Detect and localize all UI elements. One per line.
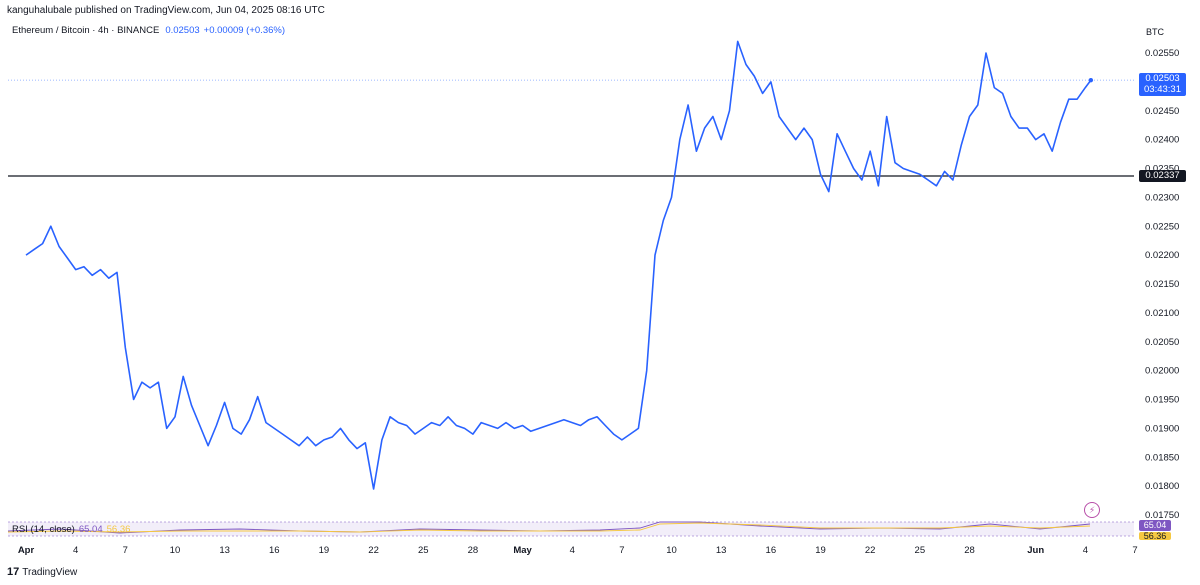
y-tick-label: 0.02050 [1145,337,1179,348]
y-tick-label: 0.02150 [1145,279,1179,290]
y-tick-label: 0.01950 [1145,395,1179,406]
last-price-dot [1088,77,1094,83]
last-price-tag-value: 0.02503 [1145,73,1180,84]
price-series-line [25,40,1092,490]
bar-countdown: 03:43:31 [1144,84,1181,95]
x-tick-label: 25 [418,545,429,556]
x-axis[interactable]: Apr 4 7 10 13 16 19 22 25 28 May 4 7 10 13 16 19 22 25 28 Ju… [18,545,1138,556]
rsi-ma-line [7,522,1091,533]
last-value: 0.02503 [165,25,200,36]
symbol-name[interactable]: Ethereum / Bitcoin · 4h · BINANCE [12,25,160,36]
y-tick-label: 0.02350 [1145,164,1179,175]
x-tick-label: 7 [619,545,624,556]
publisher-line: kanguhalubale published on TradingView.c… [7,5,325,16]
x-tick-label: 22 [865,545,876,556]
x-tick-label: 16 [269,545,280,556]
y-tick-label: 0.02200 [1145,250,1179,261]
x-tick-label: 13 [219,545,230,556]
y-tick-label: 0.02100 [1145,308,1179,319]
rsi-ma-value-tag: 56.36 [1139,532,1171,540]
rsi-line [7,521,1091,534]
x-tick-label: 4 [1083,545,1088,556]
rsi-label[interactable]: RSI (14, close) [12,524,75,535]
x-tick-label: May [513,545,532,556]
y-tick-label: 0.01750 [1145,510,1179,521]
x-tick-label: 25 [915,545,926,556]
tradingview-logo-icon: 17 [7,566,20,578]
y-tick-label: 0.02450 [1145,106,1179,117]
x-tick-label: 19 [815,545,826,556]
price-change: +0.00009 (+0.36%) [203,25,285,36]
x-tick-label: 28 [468,545,479,556]
x-tick-label: 28 [964,545,975,556]
rsi-value: 65.04 [78,524,103,535]
currency-label: BTC [1146,27,1164,37]
x-tick-label: 7 [123,545,128,556]
y-tick-label: 0.02000 [1145,366,1179,377]
rsi-band [8,522,1134,536]
tradingview-brand[interactable]: 17 TradingView [7,566,77,578]
y-tick-label: 0.02550 [1145,48,1179,59]
x-tick-label: 19 [319,545,330,556]
x-tick-label: 10 [666,545,677,556]
y-tick-label: 0.02250 [1145,221,1179,232]
x-tick-label: 4 [73,545,78,556]
x-tick-label: 7 [1132,545,1137,556]
y-tick-label: 0.02300 [1145,192,1179,203]
x-tick-label: Apr [18,545,35,556]
rsi-pane[interactable] [7,521,1134,537]
x-tick-label: 4 [570,545,575,556]
x-tick-label: 10 [170,545,181,556]
rsi-value-tag: 65.04 [1139,520,1171,531]
y-tick-label: 0.01800 [1145,481,1179,492]
symbol-legend[interactable]: Ethereum / Bitcoin · 4h · BINANCE 0.02503… [12,25,285,36]
rsi-legend[interactable]: RSI (14, close) 65.04 56.36 [12,524,130,535]
y-tick-label: 0.02400 [1145,135,1179,146]
horizontal-level-tag: 0.02337 [1139,170,1186,182]
lightning-icon[interactable]: ⚡ [1084,502,1100,518]
x-tick-label: 13 [716,545,727,556]
brand-name: TradingView [22,567,78,578]
y-tick-label: 0.01850 [1145,452,1179,463]
y-axis[interactable]: 0.025500.025000.024500.024000.023500.023… [1145,48,1179,521]
x-tick-label: 22 [368,545,379,556]
x-tick-label: Jun [1027,545,1044,556]
last-price-tag: 0.02503 03:43:31 [1139,73,1186,96]
y-tick-label: 0.01900 [1145,423,1179,434]
x-tick-label: 16 [766,545,777,556]
rsi-ma-value: 56.36 [106,524,131,535]
